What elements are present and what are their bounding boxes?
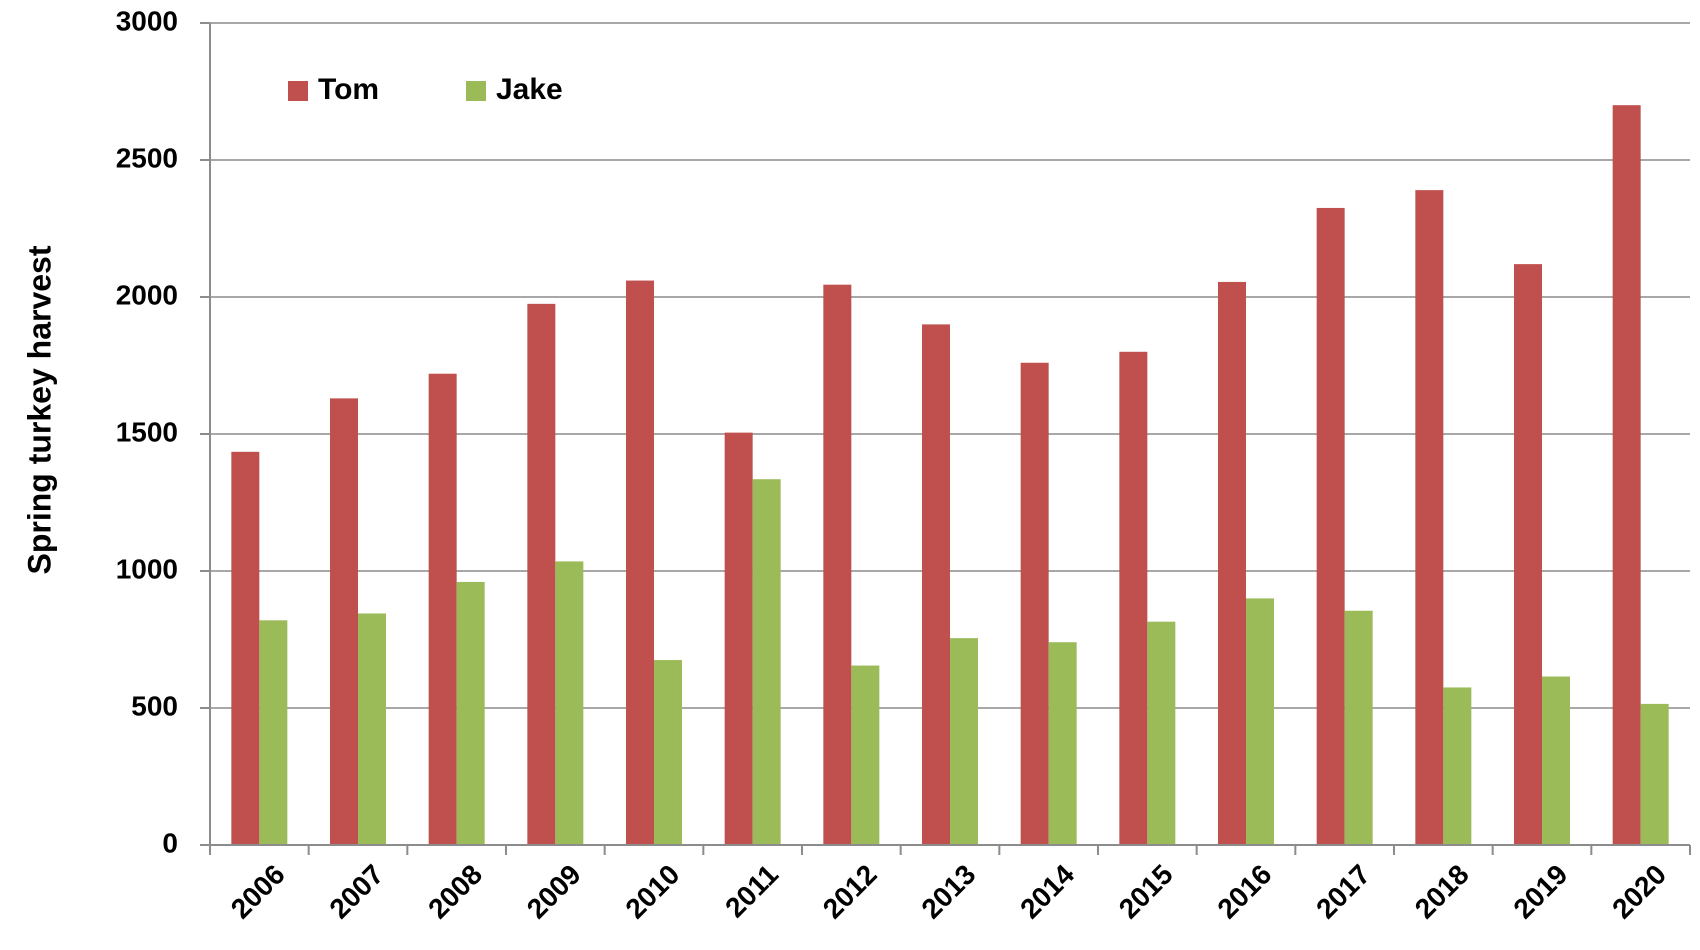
y-tick-label: 1000 <box>116 553 178 584</box>
bar-tom-2017 <box>1316 207 1345 845</box>
bar-jake-2016 <box>1246 598 1274 845</box>
bar-tom-2013 <box>922 324 950 845</box>
bar-tom-2009 <box>527 303 556 846</box>
y-axis-title: Spring turkey harvest <box>21 245 57 574</box>
legend-swatch-tom <box>288 81 308 101</box>
x-tick-label: 2008 <box>422 859 488 925</box>
bar-jake-2014 <box>1048 642 1077 845</box>
bar-jake-2009 <box>555 561 584 845</box>
x-tick-label: 2006 <box>225 859 291 925</box>
legend-label-tom: Tom <box>318 73 379 106</box>
y-tick-label: 3000 <box>116 5 178 36</box>
y-tick-labels: 0 500 1000 1500 2000 2500 3000 <box>116 5 210 858</box>
bar-jake-2017 <box>1344 610 1373 845</box>
bar-jake-2015 <box>1147 621 1176 845</box>
legend-label-jake: Jake <box>496 73 563 106</box>
bar-jake-2008 <box>456 581 485 845</box>
x-tick-label: 2015 <box>1113 859 1179 925</box>
bar-jake-2019 <box>1542 676 1570 845</box>
bar-tom-2015 <box>1119 351 1148 845</box>
bar-tom-2011 <box>724 432 753 845</box>
bar-jake-2020 <box>1640 703 1669 845</box>
bar-jake-2011 <box>752 479 781 845</box>
bar-tom-2018 <box>1415 190 1444 845</box>
bar-jake-2006 <box>259 620 288 845</box>
bar-tom-2020 <box>1612 105 1641 845</box>
x-tick-label: 2016 <box>1211 859 1277 925</box>
x-tick-label: 2019 <box>1507 859 1573 925</box>
bar-tom-2019 <box>1514 264 1542 845</box>
bar-tom-2007 <box>330 398 358 845</box>
x-tick-label: 2012 <box>817 859 883 925</box>
bar-tom-2010 <box>626 280 654 845</box>
bars <box>231 105 1669 846</box>
y-tick-label: 0 <box>162 827 178 858</box>
x-tick-label: 2010 <box>619 859 685 925</box>
x-tick-label: 2007 <box>323 859 389 925</box>
y-tick-label: 2000 <box>116 279 178 310</box>
bar-tom-2012 <box>823 284 852 845</box>
legend: Tom Jake <box>288 73 563 106</box>
bar-tom-2014 <box>1020 362 1049 845</box>
x-tick-label: 2020 <box>1606 859 1672 925</box>
bar-tom-2008 <box>428 373 457 845</box>
bar-jake-2007 <box>358 613 386 845</box>
bar-jake-2013 <box>950 638 978 845</box>
bar-jake-2018 <box>1443 687 1472 845</box>
y-tick-label: 500 <box>131 690 178 721</box>
x-tick-label: 2009 <box>521 859 587 925</box>
bar-tom-2016 <box>1218 281 1246 845</box>
x-tick-label: 2011 <box>719 859 784 924</box>
x-tick-labels: 2006 2007 2008 2009 2010 2011 2012 2013 2014 2015… <box>209 845 1691 925</box>
x-tick-label: 2017 <box>1310 859 1376 925</box>
legend-swatch-jake <box>466 81 486 101</box>
bar-jake-2010 <box>654 660 682 845</box>
y-tick-label: 2500 <box>116 142 178 173</box>
bar-tom-2006 <box>231 451 260 845</box>
x-tick-label: 2014 <box>1014 858 1080 924</box>
x-tick-label: 2018 <box>1409 859 1475 925</box>
y-tick-label: 1500 <box>116 416 178 447</box>
x-tick-label: 2013 <box>915 859 981 925</box>
bar-jake-2012 <box>851 665 880 845</box>
